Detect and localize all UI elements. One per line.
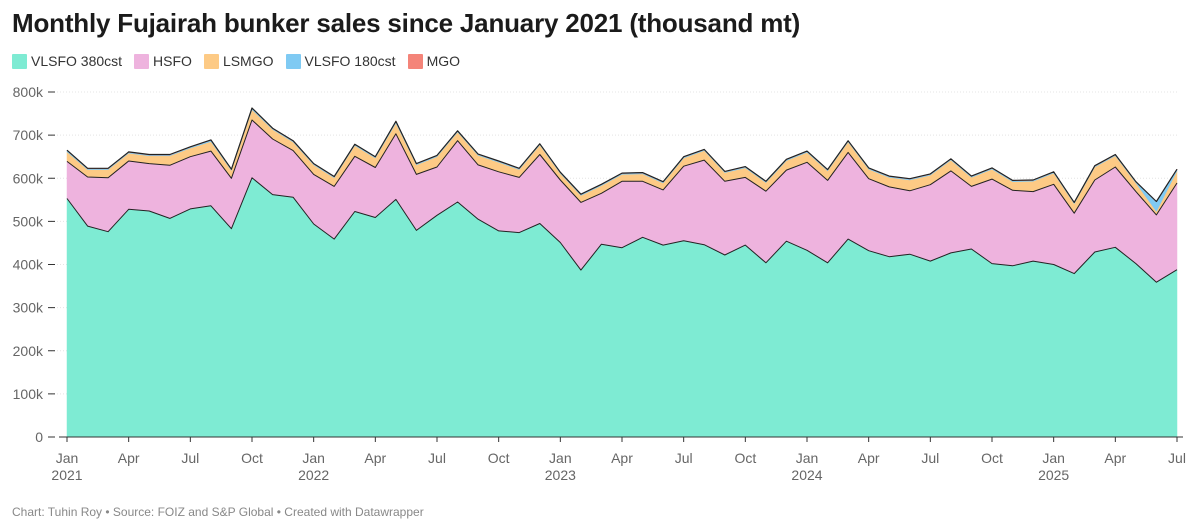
y-tick-label: 800k — [13, 84, 44, 100]
x-tick-label: Apr — [364, 450, 386, 466]
x-tick-year-label: 2025 — [1038, 467, 1069, 483]
y-tick-label: 400k — [13, 257, 44, 273]
y-tick-label: 600k — [13, 170, 44, 186]
legend-item-mgo: MGO — [407, 53, 461, 69]
y-tick-label: 300k — [13, 300, 44, 316]
chart-title: Monthly Fujairah bunker sales since Janu… — [12, 8, 801, 38]
chart-footer: Chart: Tuhin Roy • Source: FOIZ and S&P … — [12, 505, 424, 519]
x-tick-year-label: 2023 — [545, 467, 576, 483]
legend-swatch-vlsfo-380cst — [12, 53, 27, 69]
legend-item-lsmgo: LSMGO — [203, 53, 274, 69]
x-tick-label: Jul — [921, 450, 939, 466]
legend: VLSFO 380cst HSFO LSMGO VLSFO 180cst MGO — [12, 53, 472, 69]
x-tick-label: Jan — [796, 450, 819, 466]
legend-swatch-hsfo — [134, 53, 150, 69]
x-tick-year-label: 2021 — [51, 467, 82, 483]
x-tick-year-label: 2024 — [791, 467, 822, 483]
y-tick-label: 700k — [13, 127, 44, 143]
x-tick-label: Jul — [181, 450, 199, 466]
legend-swatch-lsmgo — [203, 53, 219, 69]
legend-label-mgo: MGO — [426, 53, 461, 69]
legend-label-vlsfo-380cst: VLSFO 380cst — [31, 53, 123, 69]
area-layer — [66, 107, 1178, 438]
x-tick-label: Jan — [56, 450, 79, 466]
legend-item-hsfo: HSFO — [134, 53, 192, 69]
legend-item-vlsfo-180cst: VLSFO 180cst — [285, 53, 396, 69]
x-tick-label: Apr — [118, 450, 140, 466]
x-tick-label: Jul — [1168, 450, 1186, 466]
legend-label-vlsfo-180cst: VLSFO 180cst — [304, 53, 396, 69]
y-tick-label: 200k — [13, 343, 44, 359]
legend-item-vlsfo-380cst: VLSFO 380cst — [12, 53, 122, 69]
x-tick-label: Apr — [1104, 450, 1126, 466]
y-tick-label: 100k — [13, 386, 44, 402]
x-tick-label: Oct — [241, 450, 263, 466]
y-tick-label: 500k — [13, 213, 44, 229]
y-tick-label: 0 — [35, 429, 43, 445]
x-tick-label: Oct — [734, 450, 756, 466]
legend-swatch-mgo — [407, 53, 423, 69]
x-tick-label: Jul — [675, 450, 693, 466]
legend-label-hsfo: HSFO — [153, 53, 192, 69]
boundary-line-hsfo — [66, 119, 1178, 216]
x-tick-label: Jan — [1042, 450, 1065, 466]
x-tick-label: Jan — [549, 450, 572, 466]
boundary-line-total — [66, 107, 1178, 203]
x-tick-label: Jan — [302, 450, 325, 466]
legend-swatch-vlsfo-180cst — [285, 53, 301, 69]
x-tick-label: Oct — [981, 450, 1003, 466]
x-tick-year-label: 2022 — [298, 467, 329, 483]
x-tick-label: Apr — [611, 450, 633, 466]
x-tick-label: Apr — [858, 450, 880, 466]
boundary-line-vlsfo-380cst — [66, 177, 1178, 283]
y-grid: 0 100k 200k 300k 400k 500k 600k 700k 800k — [13, 84, 1177, 445]
x-tick-label: Oct — [488, 450, 510, 466]
legend-label-lsmgo: LSMGO — [222, 53, 274, 69]
x-tick-label: Jul — [428, 450, 446, 466]
